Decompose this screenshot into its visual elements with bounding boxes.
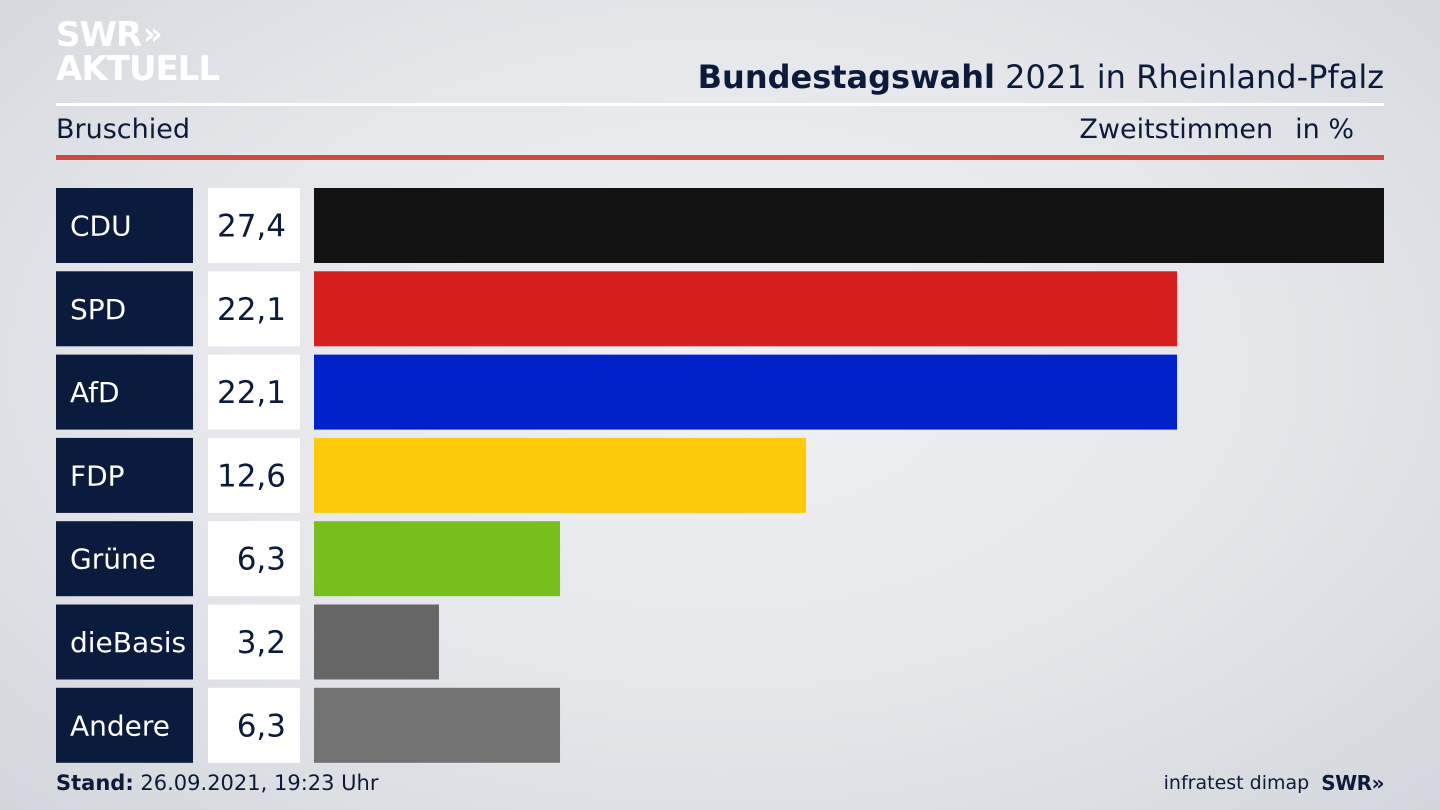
value-label-cdu: 27,4 xyxy=(217,209,286,245)
value-label-diebasis: 3,2 xyxy=(237,625,286,661)
region-label: Bruschied xyxy=(56,114,191,145)
title-rest: 2021 in Rheinland-Pfalz xyxy=(995,58,1384,96)
bar-andere xyxy=(314,687,561,763)
timestamp: Stand: 26.09.2021, 19:23 Uhr xyxy=(56,771,379,795)
bar-afd xyxy=(314,354,1178,430)
logo-swr-text: SWR xyxy=(56,15,142,55)
value-label-afd: 22,1 xyxy=(217,375,286,411)
bar-grüne xyxy=(314,521,561,597)
party-label-cdu: CDU xyxy=(70,210,132,243)
metric-name: Zweitstimmen xyxy=(1079,114,1274,145)
party-label-andere: Andere xyxy=(70,709,170,742)
value-box-afd xyxy=(208,354,300,430)
party-label-afd: AfD xyxy=(70,376,120,409)
party-label-diebasis: dieBasis xyxy=(70,626,186,659)
header-divider xyxy=(56,103,1384,106)
value-label-andere: 6,3 xyxy=(237,708,286,744)
bar-diebasis xyxy=(314,604,439,680)
value-label-grüne: 6,3 xyxy=(237,542,286,578)
value-box-cdu xyxy=(208,188,300,263)
value-box-grüne xyxy=(208,521,300,597)
bar-spd xyxy=(314,271,1178,347)
page-title: Bundestagswahl 2021 in Rheinland-Pfalz xyxy=(698,58,1384,96)
bar-cdu xyxy=(314,188,1384,263)
title-bold: Bundestagswahl xyxy=(697,58,995,96)
logo-aktuell-text: AKTUELL xyxy=(56,49,220,89)
stand-label: Stand: xyxy=(56,771,134,795)
value-box-diebasis xyxy=(208,604,300,680)
source-credit: infratest dimap SWR» xyxy=(1163,771,1385,795)
value-label-fdp: 12,6 xyxy=(217,458,286,494)
party-label-fdp: FDP xyxy=(70,459,125,492)
stand-value: 26.09.2021, 19:23 Uhr xyxy=(133,771,379,795)
unit-label: in % xyxy=(1295,114,1354,145)
source-label: infratest dimap xyxy=(1163,772,1310,794)
swr-footer-logo: SWR» xyxy=(1321,771,1384,795)
metric-label: Zweitstimmen in % xyxy=(1079,114,1354,145)
party-label-box-grüne xyxy=(56,521,193,597)
party-label-grüne: Grüne xyxy=(70,543,156,576)
bar-fdp xyxy=(314,437,807,513)
party-label-box-andere xyxy=(56,687,193,763)
value-box-fdp xyxy=(208,437,300,513)
party-label-box-diebasis xyxy=(56,604,193,680)
value-label-spd: 22,1 xyxy=(217,292,286,328)
party-label-spd: SPD xyxy=(70,293,126,326)
value-box-andere xyxy=(208,687,300,763)
party-label-box-spd xyxy=(56,271,193,347)
value-box-spd xyxy=(208,271,300,347)
accent-divider xyxy=(56,155,1384,160)
party-label-box-afd xyxy=(56,354,193,430)
swr-aktuell-logo: SWR » AKTUELL xyxy=(56,15,220,89)
party-label-box-fdp xyxy=(56,437,193,513)
party-label-box-cdu xyxy=(56,188,193,263)
